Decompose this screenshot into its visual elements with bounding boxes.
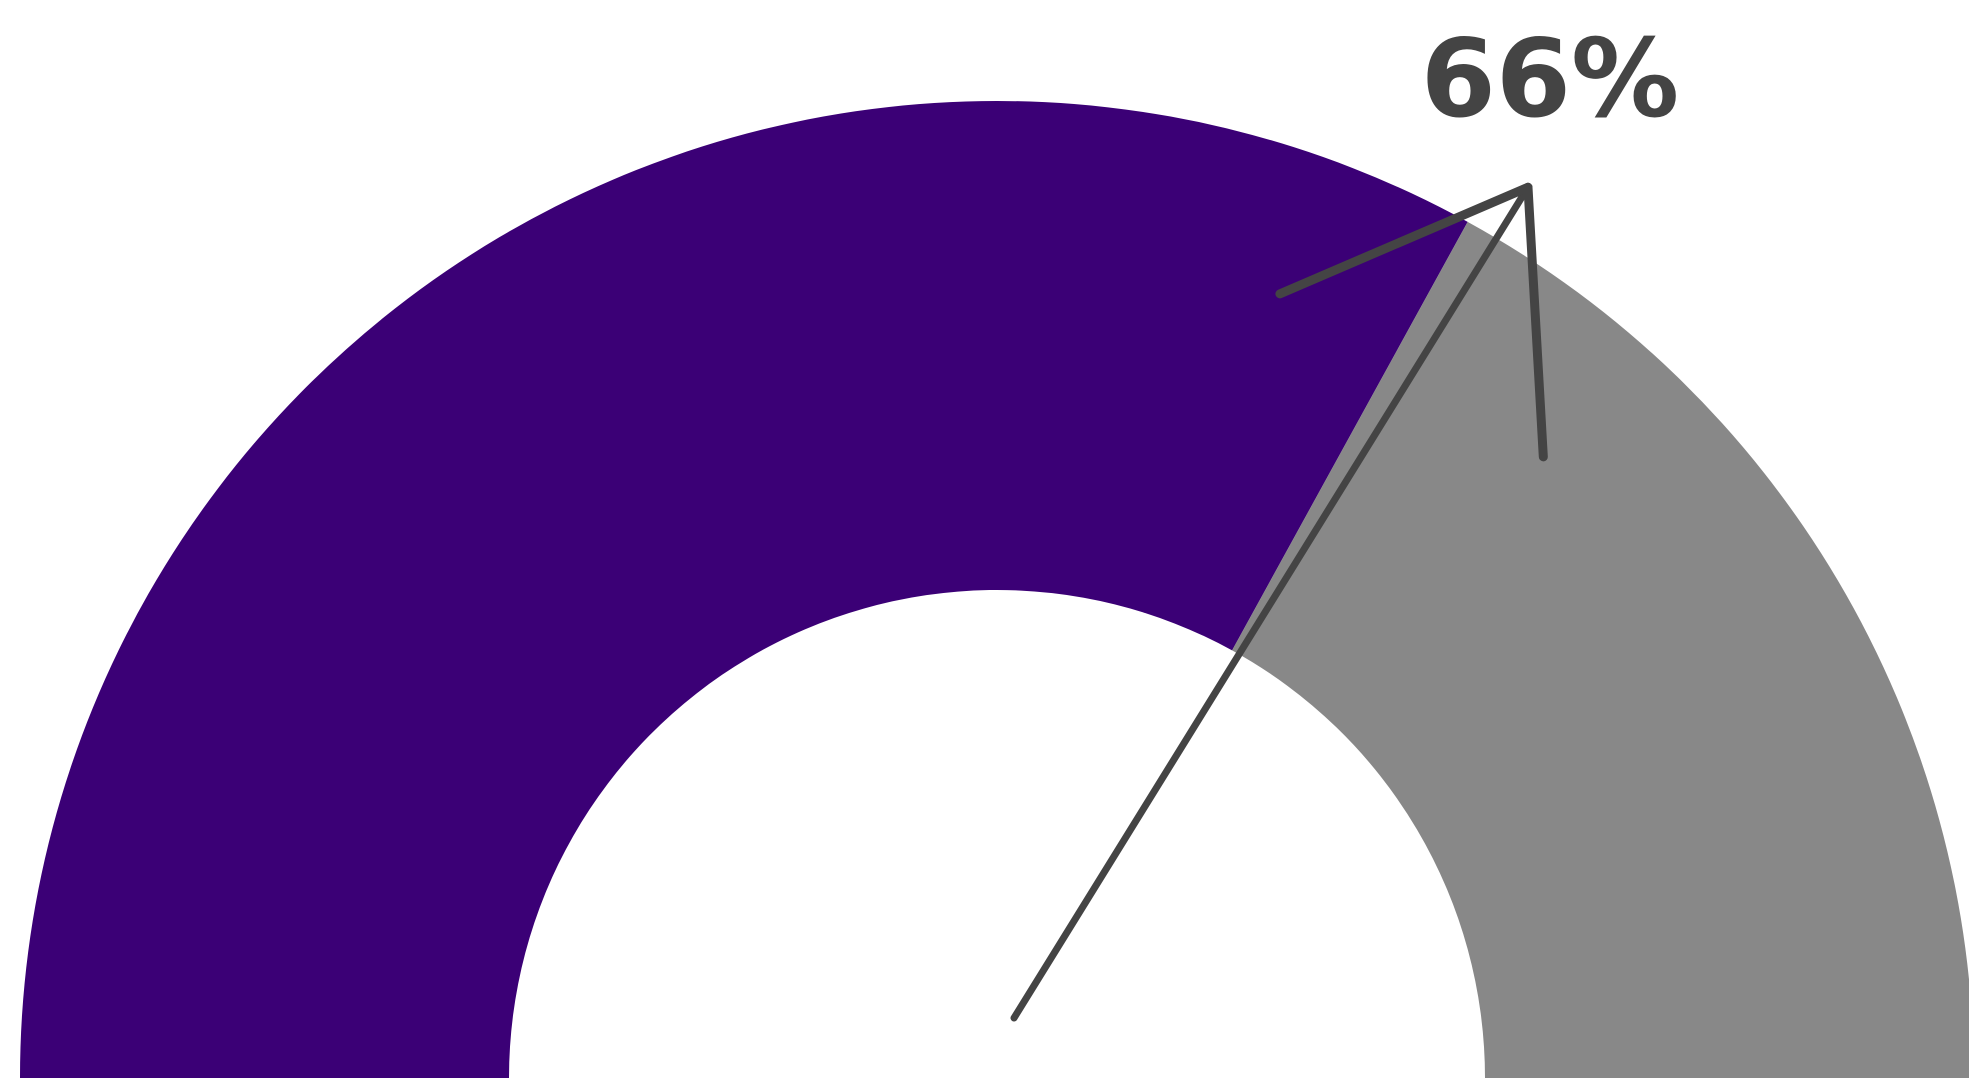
gauge-remaining-arc bbox=[1232, 221, 1969, 1078]
value-arrow bbox=[1010, 182, 1548, 1022]
value-arrow-head-right bbox=[1275, 182, 1533, 299]
gauge-filled-arc bbox=[20, 100, 1468, 1079]
value-arrow-shaft bbox=[1010, 183, 1532, 1022]
gauge-value-label: 66% bbox=[1421, 17, 1680, 142]
value-arrow-head-left bbox=[1523, 182, 1548, 462]
